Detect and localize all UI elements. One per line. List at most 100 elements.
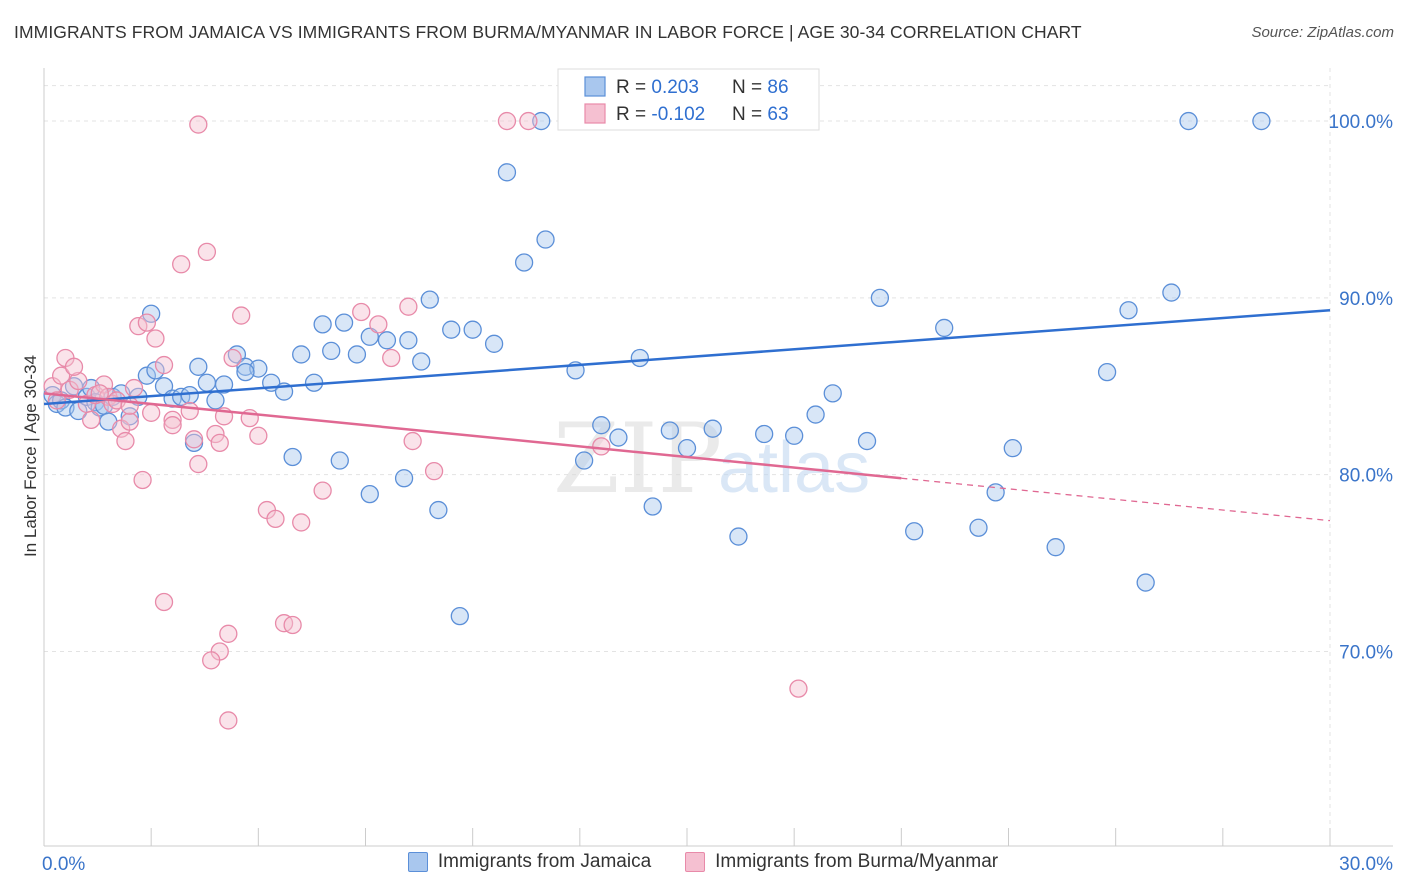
point-jamaica bbox=[313, 315, 332, 334]
point-jamaica bbox=[870, 288, 890, 308]
point-jamaica bbox=[214, 375, 234, 394]
x-tick-label: 0.0% bbox=[42, 854, 85, 875]
point-jamaica bbox=[360, 327, 379, 346]
point-jamaica bbox=[463, 320, 482, 339]
point-jamaica bbox=[806, 405, 825, 424]
point-burma bbox=[352, 302, 371, 322]
point-burma bbox=[399, 297, 418, 316]
point-jamaica bbox=[630, 348, 649, 368]
point-jamaica bbox=[429, 500, 448, 520]
point-burma bbox=[82, 410, 101, 430]
y-tick-label: 70.0% bbox=[1339, 643, 1393, 664]
point-burma bbox=[69, 371, 88, 391]
x-tick-labels: 0.0% 30.0% bbox=[42, 854, 1393, 875]
stats-n-burma: 63 bbox=[767, 104, 788, 125]
point-burma bbox=[189, 454, 208, 474]
point-burma bbox=[266, 509, 285, 529]
axes bbox=[43, 68, 1393, 847]
trend-burma bbox=[43, 392, 902, 480]
legend-label-burma: Immigrants from Burma/Myanmar bbox=[715, 851, 999, 872]
point-jamaica bbox=[283, 447, 302, 467]
point-jamaica bbox=[1179, 111, 1198, 131]
stats-n-label-jamaica: N = bbox=[732, 77, 767, 98]
stats-legend: R = 0.203 N = 86 R = -0.102 N = 63 bbox=[557, 68, 820, 131]
point-jamaica bbox=[935, 318, 954, 338]
chart-title: IMMIGRANTS FROM JAMAICA VS IMMIGRANTS FR… bbox=[14, 22, 1082, 42]
point-jamaica bbox=[643, 497, 662, 516]
svg-text:R = 0.203 N = 86: R = 0.203 N = 86 bbox=[616, 77, 789, 98]
point-jamaica bbox=[206, 391, 225, 410]
point-jamaica bbox=[703, 419, 722, 438]
point-jamaica bbox=[189, 357, 208, 376]
point-burma bbox=[382, 348, 401, 368]
point-jamaica bbox=[677, 439, 697, 458]
point-jamaica bbox=[755, 424, 774, 444]
point-burma bbox=[64, 357, 84, 376]
point-jamaica bbox=[1097, 362, 1117, 382]
point-burma bbox=[232, 306, 251, 325]
y-tick-labels: 70.0% 80.0% 90.0% 100.0% bbox=[1329, 112, 1394, 663]
point-jamaica bbox=[442, 320, 461, 339]
legend-item-jamaica[interactable]: Immigrants from Jamaica bbox=[407, 851, 652, 873]
point-burma bbox=[206, 424, 225, 444]
point-jamaica bbox=[536, 230, 555, 249]
legend-swatch-jamaica bbox=[407, 852, 428, 872]
point-jamaica bbox=[197, 373, 217, 392]
point-jamaica bbox=[514, 253, 534, 272]
point-burma bbox=[116, 431, 135, 451]
point-burma bbox=[120, 396, 139, 415]
point-jamaica bbox=[1046, 538, 1065, 557]
x-tick-label: 30.0% bbox=[1339, 854, 1393, 875]
point-jamaica bbox=[905, 522, 924, 541]
trend-burma-dashed bbox=[901, 477, 1331, 522]
stats-n-label-burma: N = bbox=[732, 104, 767, 125]
y-axis-label: In Labor Force | Age 30-34 bbox=[21, 355, 40, 557]
point-burma bbox=[154, 355, 174, 375]
point-jamaica bbox=[330, 451, 349, 470]
point-jamaica bbox=[969, 518, 988, 537]
point-burma bbox=[789, 679, 808, 698]
point-jamaica bbox=[592, 416, 611, 435]
point-jamaica bbox=[1119, 301, 1138, 320]
stats-swatch-jamaica bbox=[584, 76, 606, 97]
point-jamaica bbox=[497, 163, 517, 182]
point-burma bbox=[172, 255, 191, 274]
point-jamaica bbox=[1003, 439, 1022, 458]
stats-r-burma: -0.102 bbox=[651, 104, 705, 125]
point-jamaica bbox=[292, 345, 311, 364]
point-jamaica bbox=[450, 606, 469, 626]
data-points bbox=[43, 111, 1271, 730]
point-jamaica bbox=[347, 345, 367, 364]
point-burma bbox=[146, 329, 165, 348]
point-burma bbox=[154, 592, 174, 612]
point-jamaica bbox=[857, 431, 877, 451]
point-jamaica bbox=[729, 527, 748, 546]
point-jamaica bbox=[180, 385, 199, 405]
point-jamaica bbox=[394, 469, 414, 488]
legend-item-burma[interactable]: Immigrants from Burma/Myanmar bbox=[685, 851, 998, 873]
watermark-zip: ZIP bbox=[553, 403, 722, 515]
point-burma bbox=[197, 242, 217, 262]
point-jamaica bbox=[532, 111, 551, 131]
point-burma bbox=[163, 410, 182, 430]
point-burma bbox=[120, 412, 139, 431]
point-jamaica bbox=[1136, 573, 1155, 592]
point-jamaica bbox=[1162, 283, 1181, 302]
point-jamaica bbox=[334, 313, 354, 332]
point-jamaica bbox=[399, 331, 418, 350]
point-jamaica bbox=[120, 407, 139, 426]
legend-label-jamaica: Immigrants from Jamaica bbox=[437, 851, 652, 872]
point-jamaica bbox=[360, 484, 379, 504]
point-burma bbox=[163, 416, 182, 435]
trend-lines bbox=[43, 308, 1331, 522]
point-burma bbox=[51, 366, 71, 385]
point-burma bbox=[202, 651, 221, 670]
point-burma bbox=[184, 430, 204, 449]
svg-text:R = -0.102 N = 63: R = -0.102 N = 63 bbox=[616, 104, 789, 125]
point-burma bbox=[592, 437, 611, 456]
point-jamaica bbox=[236, 362, 255, 382]
source-label: Source: ZipAtlas.com bbox=[1251, 24, 1394, 41]
point-burma bbox=[369, 315, 388, 334]
stats-r-jamaica: 0.203 bbox=[651, 77, 699, 98]
